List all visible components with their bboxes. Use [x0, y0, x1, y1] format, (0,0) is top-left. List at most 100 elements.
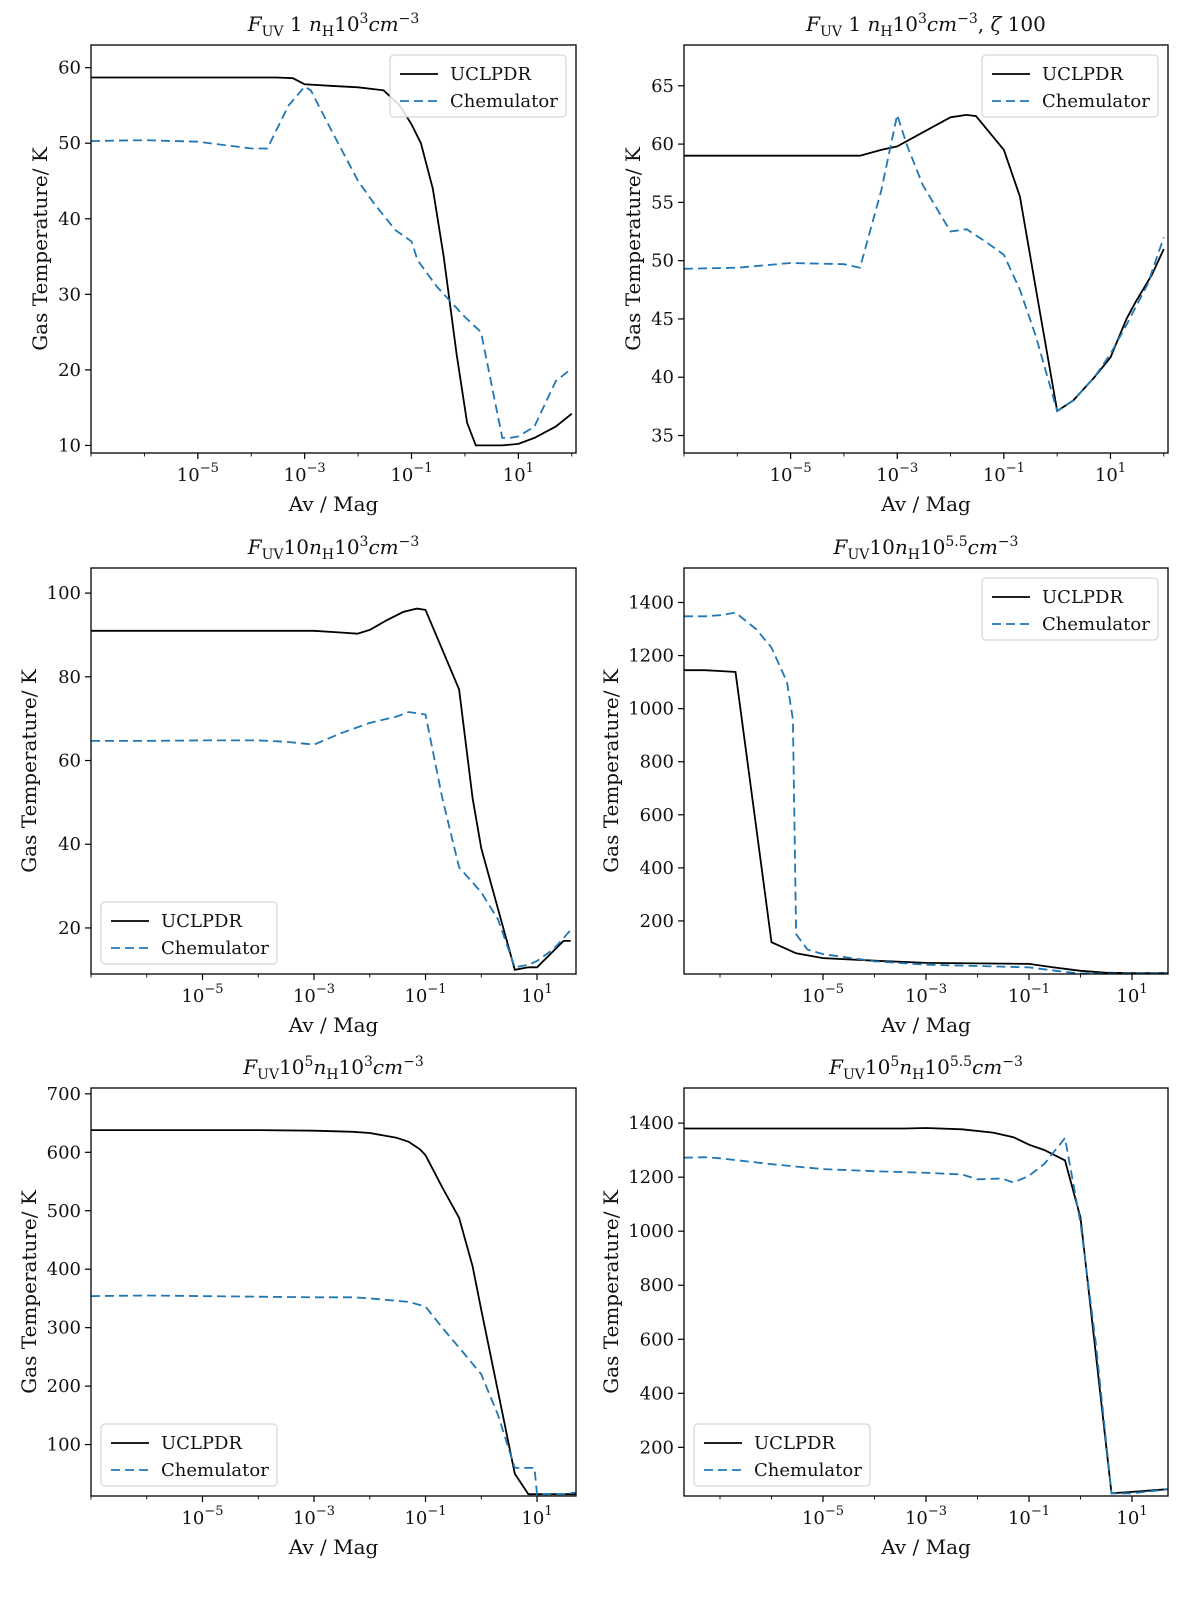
series-line-chemulator	[684, 611, 1168, 974]
y-axis-label: Gas Temperature/ K	[28, 146, 52, 351]
x-tick-label: 10−3	[905, 1504, 947, 1529]
x-tick-label: 10−1	[983, 461, 1025, 486]
y-tick-label: 1000	[628, 1221, 674, 1242]
x-tick-label: 101	[1116, 1504, 1147, 1529]
y-axis-label: Gas Temperature/ K	[17, 668, 41, 873]
x-tick-label: 10−1	[404, 982, 446, 1007]
x-tick-label: 10−3	[876, 461, 918, 486]
y-tick-label: 60	[651, 134, 674, 155]
chart-panel-5: FUV105nH103cm−3 10−5 10−3 10−1 101 100 200 300 4…	[17, 1054, 577, 1559]
chart-title: FUV105nH105.5cm−3	[828, 1054, 1023, 1083]
x-tick-label: 10−1	[1008, 1504, 1050, 1529]
y-tick-label: 700	[47, 1084, 81, 1105]
legend-label: Chemulator	[1042, 614, 1150, 635]
x-tick-label: 101	[1095, 461, 1126, 486]
y-tick-label: 1400	[628, 592, 674, 613]
legend-label: UCLPDR	[754, 1433, 835, 1454]
plot-area	[90, 1087, 577, 1497]
y-tick-label: 30	[58, 284, 81, 305]
y-tick-label: 600	[47, 1142, 81, 1163]
legend: UCLPDR Chemulator	[981, 577, 1159, 641]
y-axis-label: Gas Temperature/ K	[599, 668, 623, 873]
y-tick-label: 1200	[628, 646, 674, 667]
chart-panel-4: FUV10nH105.5cm−3 10−5 10−3 10−1 101 200 400 600…	[599, 534, 1169, 1037]
legend-label: Chemulator	[754, 1460, 862, 1481]
x-axis-label: Av / Mag	[288, 1013, 379, 1037]
legend: UCLPDR Chemulator	[100, 1423, 278, 1487]
x-tick-label: 10−5	[802, 982, 844, 1007]
chart-title: FUV105nH103cm−3	[242, 1054, 423, 1083]
x-tick-label: 10−3	[905, 982, 947, 1007]
y-axis-label: Gas Temperature/ K	[621, 146, 645, 351]
x-tick-label: 10−3	[293, 982, 335, 1007]
y-tick-label: 400	[47, 1259, 81, 1280]
y-tick-label: 1400	[628, 1113, 674, 1134]
legend-label: Chemulator	[161, 938, 269, 959]
chart-panel-6: FUV105nH105.5cm−3 10−5 10−3 10−1 101 200 400 60…	[599, 1054, 1169, 1559]
plot-area	[683, 44, 1169, 454]
legend: UCLPDR Chemulator	[100, 901, 278, 965]
y-tick-label: 10	[58, 435, 81, 456]
y-tick-label: 800	[640, 1275, 674, 1296]
y-tick-label: 45	[651, 309, 674, 330]
legend-label: UCLPDR	[161, 1433, 242, 1454]
series-line-uclpdr	[684, 669, 1168, 974]
series-line-chemulator	[684, 111, 1165, 413]
y-tick-label: 500	[47, 1201, 81, 1222]
x-tick-label: 10−1	[390, 461, 432, 486]
x-tick-label: 10−5	[177, 461, 219, 486]
x-tick-label: 10−3	[284, 461, 326, 486]
y-tick-label: 400	[640, 858, 674, 879]
legend-label: UCLPDR	[450, 64, 531, 85]
x-axis-label: Av / Mag	[288, 492, 379, 516]
y-axis-label: Gas Temperature/ K	[599, 1189, 623, 1394]
y-tick-label: 50	[58, 133, 81, 154]
legend-label: UCLPDR	[1042, 587, 1123, 608]
series-line-chemulator	[684, 1135, 1168, 1495]
x-tick-label: 10−5	[181, 1504, 223, 1529]
y-tick-label: 55	[651, 192, 674, 213]
y-tick-label: 300	[47, 1318, 81, 1339]
y-tick-label: 600	[640, 805, 674, 826]
x-tick-label: 10−3	[293, 1504, 335, 1529]
chart-panel-1: FUV 1 nH103cm−3 10−5 10−3 10−1 101 10 20 30 40 50…	[28, 11, 577, 516]
series-line-uclpdr	[684, 113, 1165, 413]
x-axis-label: Av / Mag	[880, 1013, 971, 1037]
y-tick-label: 60	[58, 751, 81, 772]
x-tick-label: 10−5	[770, 461, 812, 486]
y-tick-label: 400	[640, 1383, 674, 1404]
y-tick-label: 65	[651, 76, 674, 97]
chart-panel-2: FUV 1 nH103cm−3, ζ 100 10−5 10−3 10−1 101 35 4…	[621, 11, 1169, 516]
legend-label: UCLPDR	[161, 911, 242, 932]
x-tick-label: 101	[521, 1504, 552, 1529]
plot-area	[90, 567, 577, 975]
chart-title: FUV 1 nH103cm−3, ζ 100	[805, 11, 1046, 40]
y-tick-label: 600	[640, 1329, 674, 1350]
x-axis-label: Av / Mag	[880, 1535, 971, 1559]
y-tick-label: 100	[47, 1435, 81, 1456]
plot-area	[90, 44, 577, 454]
y-tick-label: 1200	[628, 1167, 674, 1188]
y-tick-label: 60	[58, 58, 81, 79]
y-tick-label: 40	[58, 834, 81, 855]
x-tick-label: 10−5	[802, 1504, 844, 1529]
x-axis-label: Av / Mag	[288, 1535, 379, 1559]
y-tick-label: 40	[651, 367, 674, 388]
y-tick-label: 200	[640, 911, 674, 932]
series-line-chemulator	[91, 711, 572, 969]
x-tick-label: 101	[521, 982, 552, 1007]
x-tick-label: 10−1	[404, 1504, 446, 1529]
x-tick-label: 101	[503, 461, 534, 486]
legend-label: Chemulator	[161, 1460, 269, 1481]
chart-panel-3: FUV10nH103cm−3 10−5 10−3 10−1 101 20 40 60 80 100…	[17, 534, 577, 1037]
series-line-uclpdr	[91, 1129, 576, 1496]
chart-title: FUV10nH103cm−3	[247, 534, 420, 563]
chart-title: FUV 1 nH103cm−3	[247, 11, 420, 40]
y-tick-label: 80	[58, 667, 81, 688]
y-tick-label: 50	[651, 251, 674, 272]
y-tick-label: 800	[640, 752, 674, 773]
y-tick-label: 35	[651, 426, 674, 447]
x-axis-label: Av / Mag	[880, 492, 971, 516]
y-tick-label: 20	[58, 918, 81, 939]
